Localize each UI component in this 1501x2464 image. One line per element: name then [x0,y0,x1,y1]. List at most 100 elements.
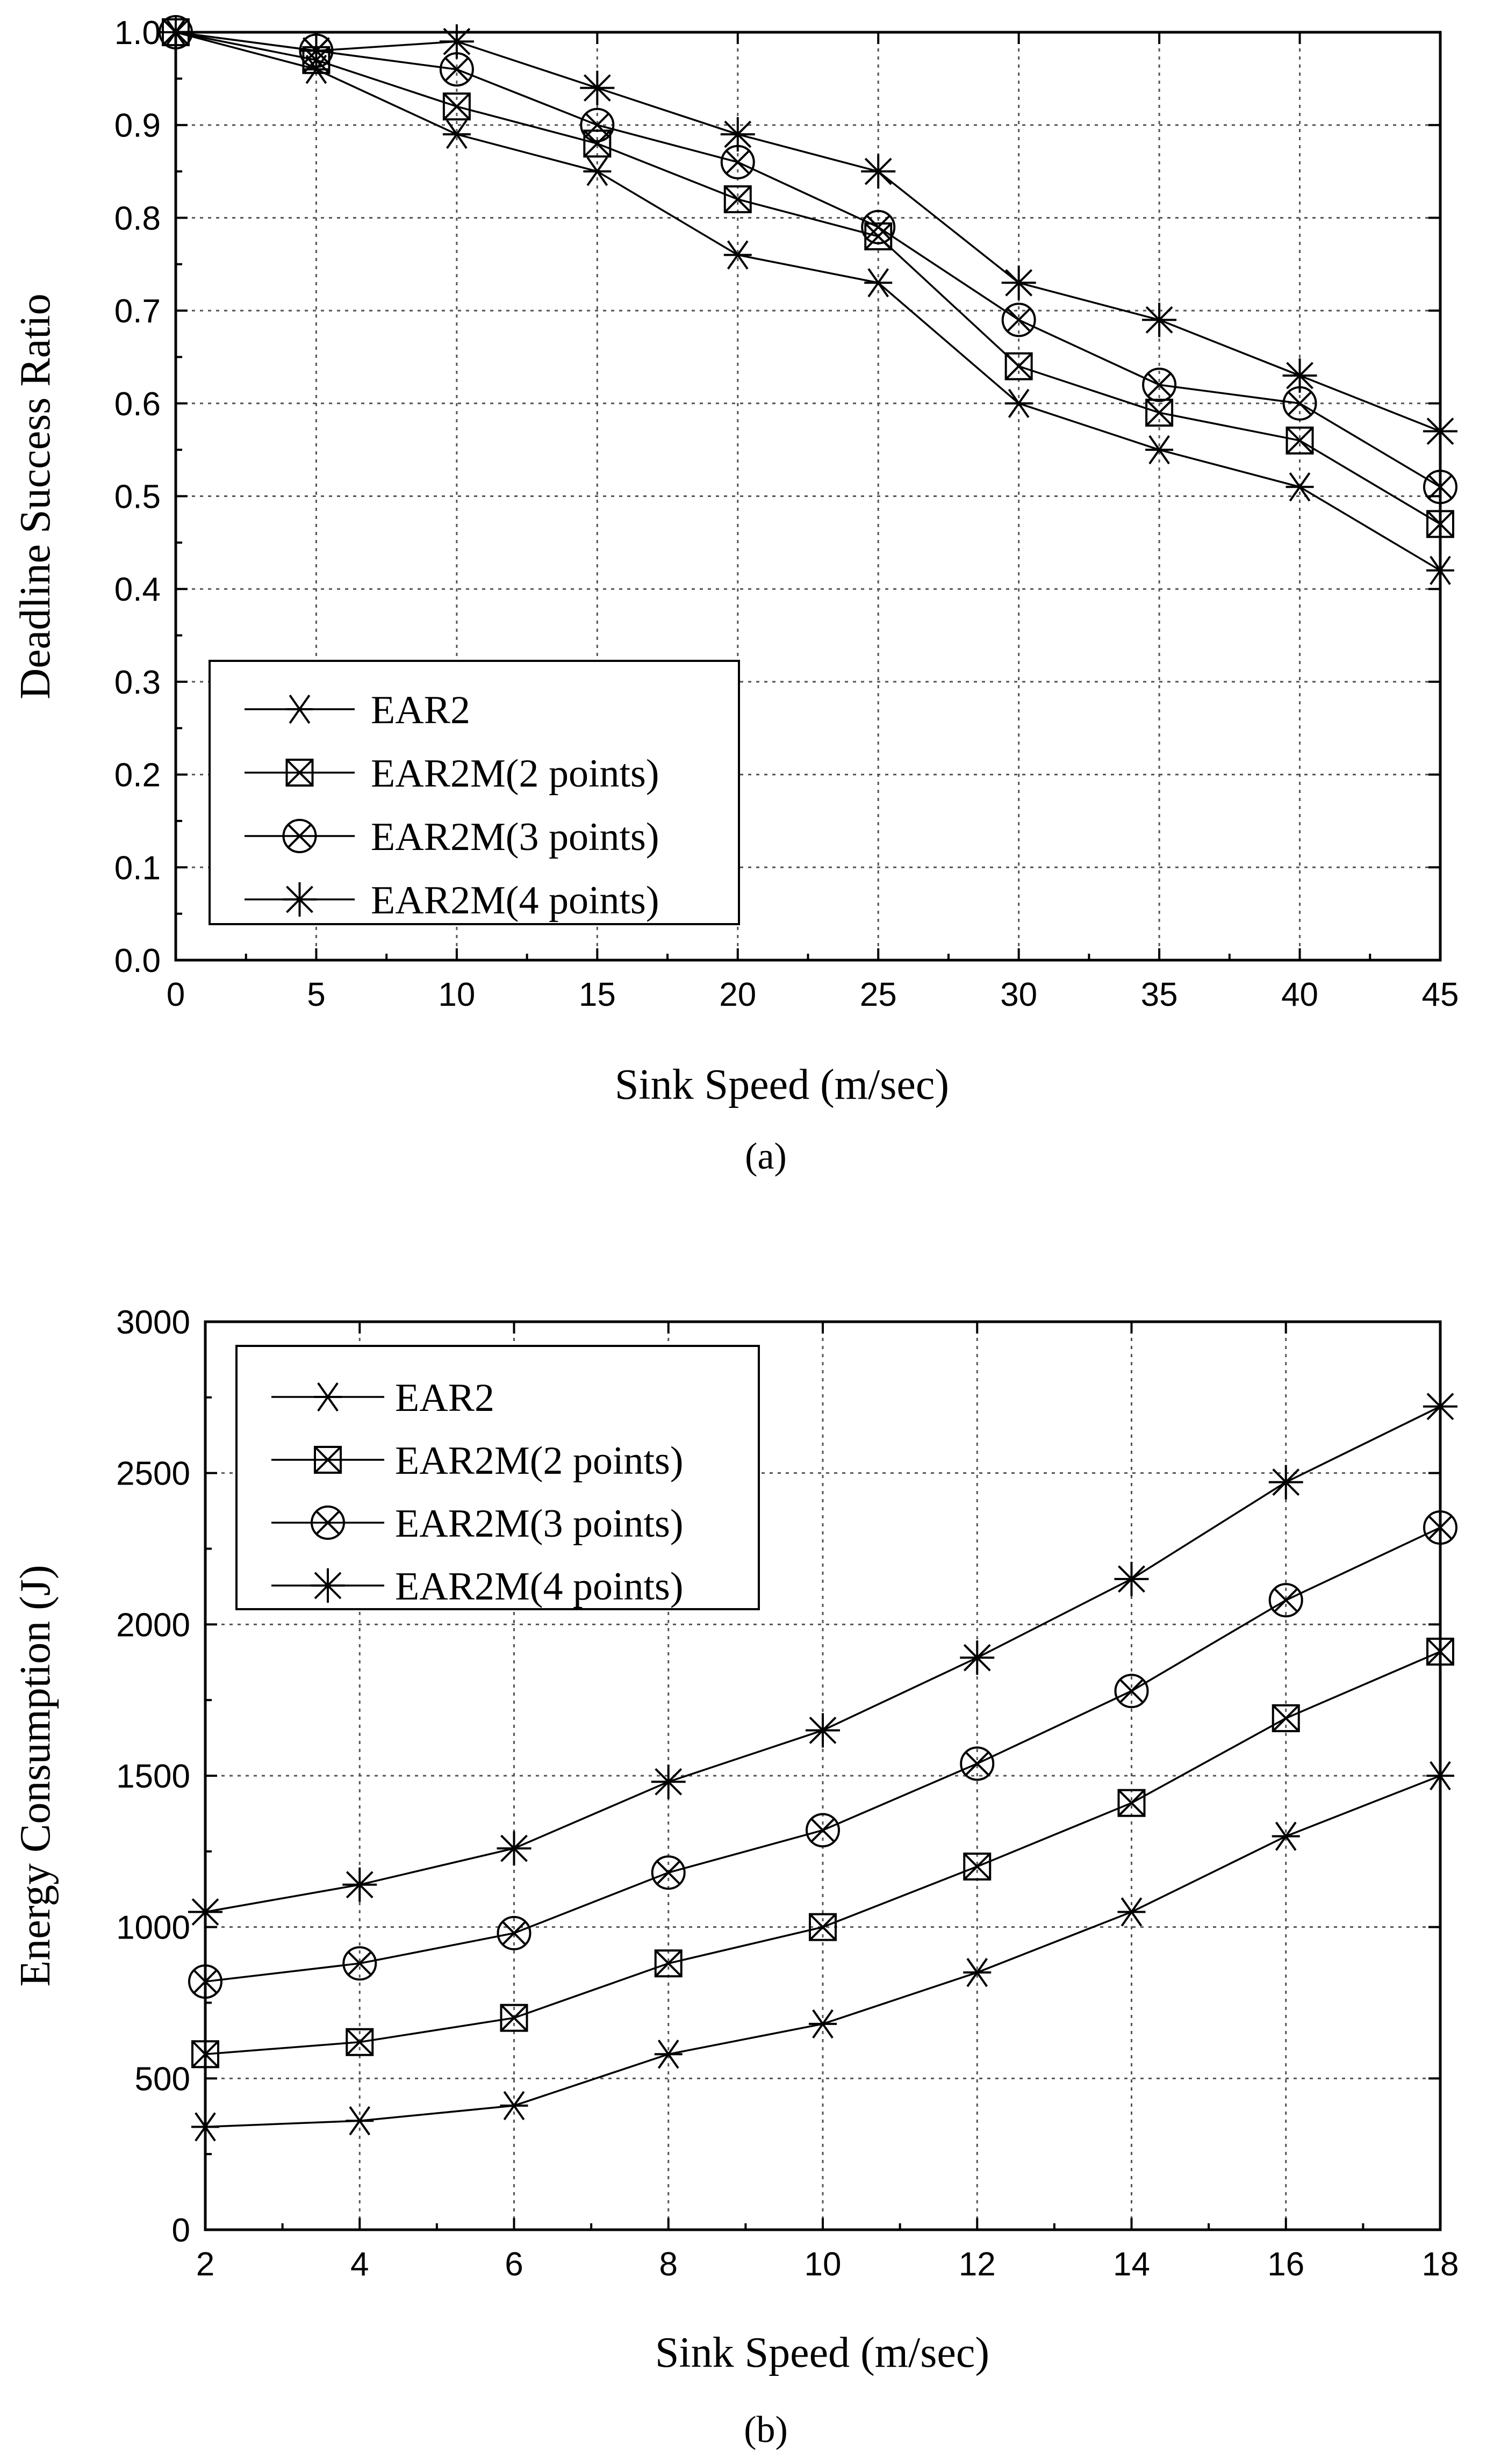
chart-a-series-ear2-point [1145,435,1174,465]
chart-a-x-tick-label: 10 [438,976,475,1013]
chart-a: 0 5 10 15 20 25 30 35 40 45 0.0 0.1 0.2 0.3 0.4 0.5 0.6 0… [12,15,1459,1177]
chart-a-series-ear2-line [175,31,1441,572]
chart-b-y-tick-label: 500 [135,2060,190,2098]
chart-a-series-ear2m-2-points-line [175,31,1441,525]
chart-a-panel-label: (a) [745,1136,787,1177]
chart-a-legend-item-3-label: EAR2M(3 points) [371,815,659,859]
chart-a-x-tick-label: 45 [1422,976,1459,1013]
chart-a-series-ear2-point [864,268,893,298]
chart-a-y-tick-label: 0.6 [114,386,161,423]
chart-b-series-ear2m-3-points-point [1268,1583,1303,1618]
chart-a-legend-item-2-marker [285,759,314,787]
chart-a-x-tick-label: 5 [307,976,325,1013]
chart-a-series-ear2m-3-points-point [1001,302,1036,337]
chart-a-legend-item-2-label: EAR2M(2 points) [371,752,659,796]
chart-a-x-tick-label: 20 [719,976,756,1013]
chart-b-series-ear2m-2-points-point [809,1913,837,1941]
chart-b-x-tick-label: 6 [505,2246,523,2283]
chart-a-series-ear2m-4-points-point [1142,302,1177,337]
chart-b-series-ear2-point [500,2091,528,2121]
chart-a-legend-item-4-label: EAR2M(4 points) [371,878,659,923]
chart-b-series-ear2m-4-points-point [651,1764,686,1799]
chart-a-y-tick-label: 0.1 [114,849,161,887]
chart-a-legend-box [209,660,740,925]
chart-b-series-ear2m-2-points-point [346,2028,374,2056]
chart-b-series-ear2m-4-points-point [806,1713,840,1748]
chart-a-series-ear2-point [1004,388,1033,418]
chart-b-series-ear2m-4-points-point [342,1867,377,1902]
chart-a-series [159,15,1457,585]
chart-a-legend-item-1-label: EAR2 [371,688,470,732]
chart-a-y-tick-label: 0.0 [114,942,161,979]
chart-a-y-tick-label: 0.5 [114,479,161,516]
chart-b-legend: EAR2 EAR2M(2 points) EAR2M(3 points) EAR2M(… [235,1345,760,1610]
chart-b-series-ear2m-2-points-point [654,1949,683,1978]
chart-a-legend-item-3-marker [282,819,317,853]
chart-a-y-tick-label: 0.4 [114,571,161,608]
chart-b-series-ear2-point [963,1958,992,1987]
chart-b-series-ear2 [191,1761,1454,2142]
chart-b-legend-item-4-marker [311,1568,345,1603]
chart-b-series-ear2-point [809,2009,837,2039]
chart-b-series-ear2-point [1117,1897,1146,1927]
chart-b-series-ear2m-3-points-point [342,1946,377,1981]
chart-b-x-tick-label: 12 [959,2246,996,2283]
chart-a-legend-item-1-marker [285,694,314,724]
chart-b-series-ear2m-4-points-point [497,1831,532,1866]
chart-a-x-tick-label: 40 [1281,976,1318,1013]
chart-a-x-tick-label: 30 [1000,976,1037,1013]
chart-a-y-tick-label: 0.8 [114,200,161,237]
chart-a-x-axis-label: Sink Speed (m/sec) [615,1061,949,1108]
chart-a-series-ear2m-3-points-point [1142,368,1177,402]
chart-b-legend-item-1: EAR2 [271,1376,494,1420]
chart-a-legend-item-1: EAR2 [245,688,470,732]
chart-a-series-ear2m-3-points-line [175,31,1441,488]
chart-b-legend-item-1-label: EAR2 [395,1376,494,1420]
chart-a-series-ear2m-2-points-point [1145,399,1174,427]
chart-a-series-ear2m-4-points-point [1001,265,1036,300]
chart-b-series-ear2-point [346,2106,374,2136]
chart-a-series-ear2m-4-points-point [1282,358,1317,393]
chart-b-x-tick-label: 10 [805,2246,842,2283]
chart-a-legend-item-4: EAR2M(4 points) [245,878,659,923]
chart-a-series-ear2-point [583,156,612,186]
chart-a-series-ear2m-3-points-point [861,210,896,244]
chart-b-legend-item-1-marker [314,1382,342,1412]
chart-a-series-ear2m-2-points-point [1004,352,1033,380]
chart-b-series-ear2-point [654,2040,683,2069]
chart-a-legend-item-3: EAR2M(3 points) [245,815,659,859]
chart-b-panel-label: (b) [744,2409,788,2451]
chart-b-y-axis-label: Energy Consumption (J) [12,1565,59,1986]
chart-b-y-tick-label: 3000 [116,1304,190,1341]
chart-b-x-tick-label: 14 [1113,2246,1150,2283]
chart-b-x-tick-label: 4 [350,2246,369,2283]
chart-b-x-tick-label: 2 [196,2246,214,2283]
chart-a-series-ear2-point [1285,472,1314,502]
chart-b-series-ear2m-2-points-point [500,2004,528,2032]
chart-a-series-ear2-point [442,119,471,149]
chart-b-legend-item-3-label: EAR2M(3 points) [395,1502,684,1546]
chart-b-legend-item-3-marker [311,1505,345,1540]
chart-b: 2 4 6 8 10 12 14 16 18 0 500 1000 1500 2000 2500 3000 E… [12,1304,1459,2451]
chart-b-series-ear2m-3-points-point [651,1855,686,1890]
chart-a-y-axis-label: Deadline Success Ratio [12,293,59,699]
chart-b-series-ear2m-4-points-point [1114,1561,1149,1596]
chart-a-series-ear2-point [723,240,752,270]
chart-b-series-ear2m-3-points-point [806,1813,840,1848]
chart-b-y-tick-label: 2500 [116,1456,190,1493]
chart-b-legend-item-2-label: EAR2M(2 points) [395,1439,684,1483]
chart-a-y-tick-label: 0.2 [114,757,161,794]
chart-b-x-tick-label: 8 [659,2246,678,2283]
chart-a-legend-item-4-marker [282,882,317,917]
chart-a-x-tick-label: 0 [167,976,185,1013]
chart-a-series-ear2m-4-points-line [175,31,1441,433]
chart-b-series-ear2m-4-points [188,1389,1457,1929]
chart-b-legend-item-2: EAR2M(2 points) [271,1439,684,1483]
chart-b-x-tick-label: 18 [1422,2246,1459,2283]
chart-b-series-ear2m-3-points [188,1510,1457,1999]
chart-a-legend-item-2: EAR2M(2 points) [245,752,659,796]
chart-b-series-ear2m-3-points-point [1114,1674,1149,1709]
chart-a-x-tick-label: 25 [860,976,897,1013]
chart-a-series-ear2m-2-points-point [442,92,471,121]
chart-b-series-ear2-point [1272,1821,1300,1851]
